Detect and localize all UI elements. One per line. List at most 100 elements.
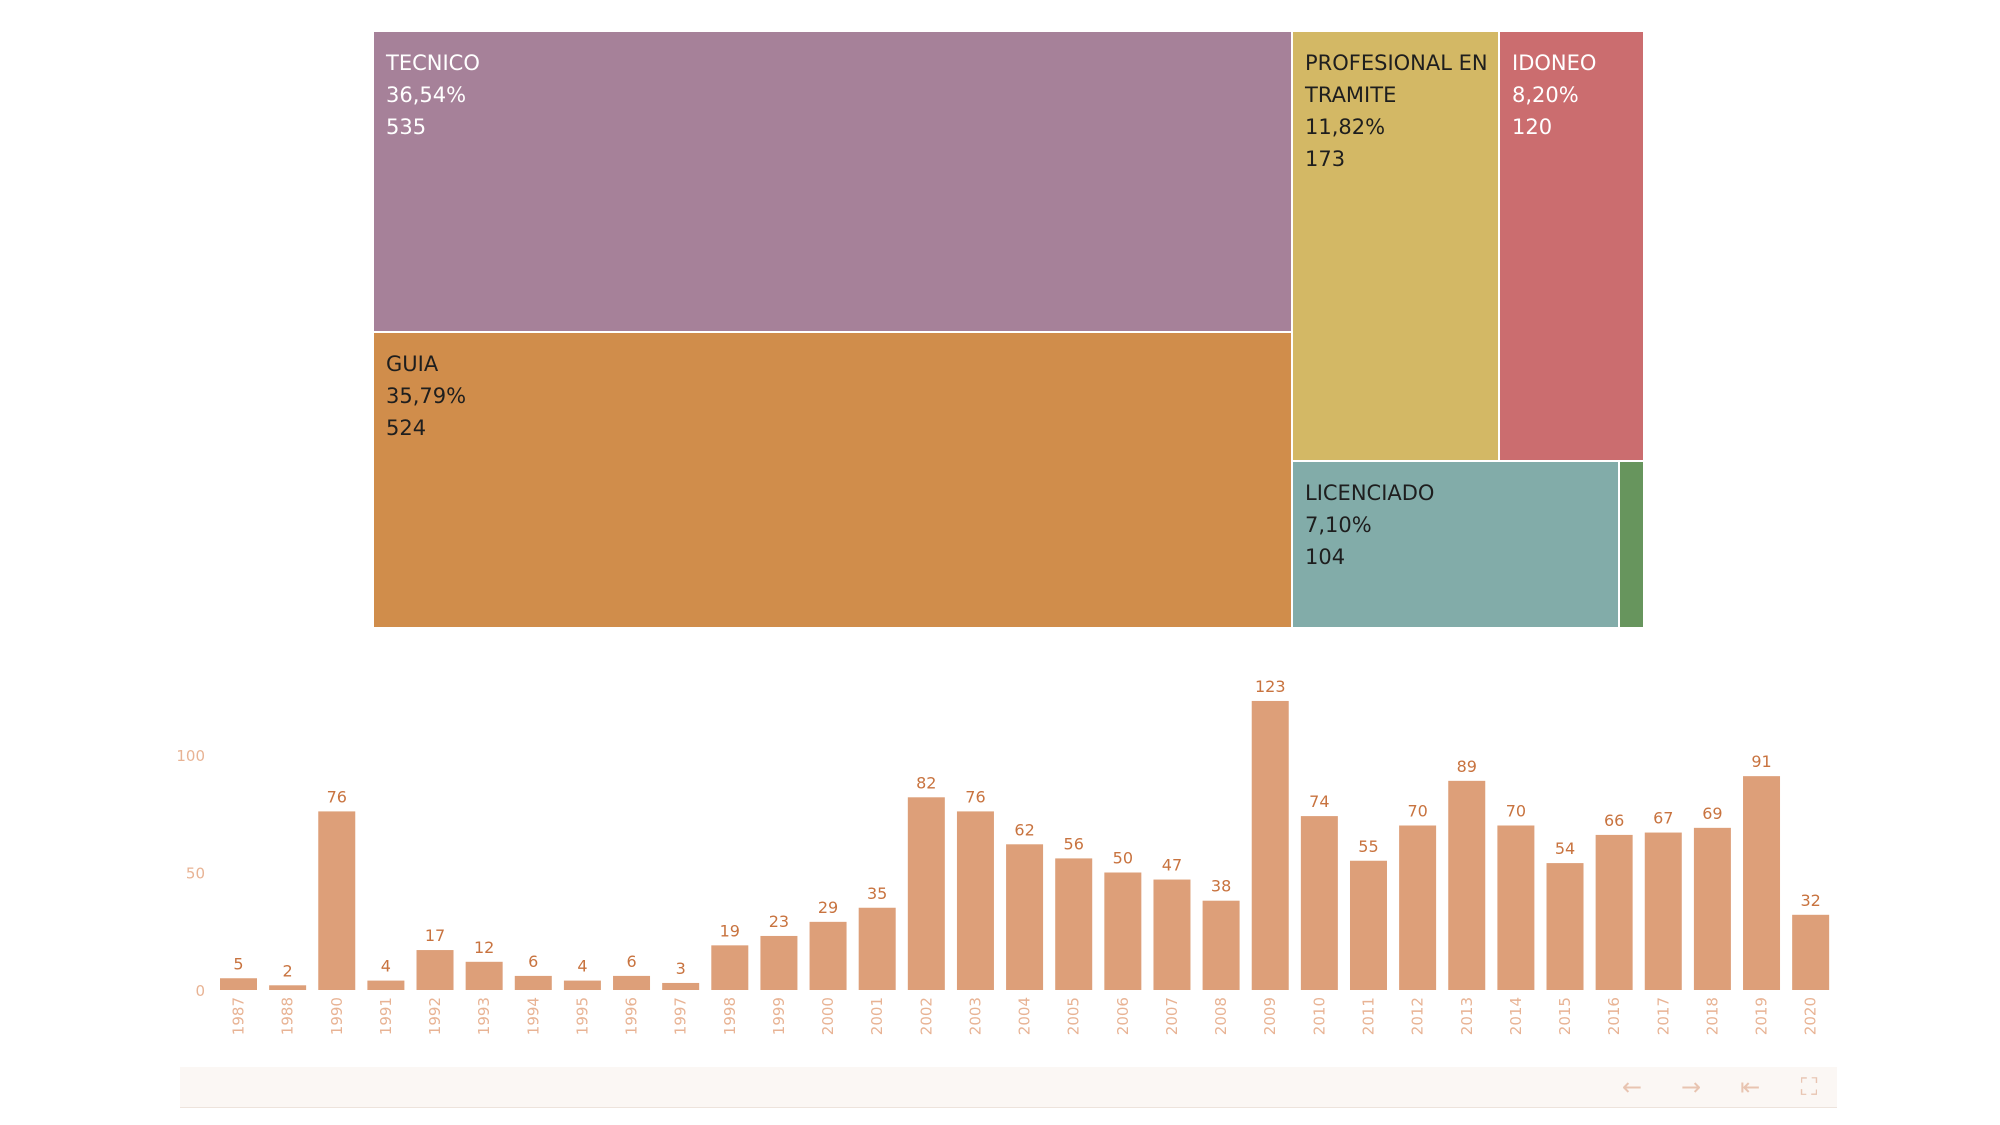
bar-value-label: 32 xyxy=(1800,891,1820,910)
bar[interactable] xyxy=(318,811,356,990)
x-axis-tick-label: 2018 xyxy=(1703,997,1721,1035)
bar-value-label: 69 xyxy=(1702,804,1722,823)
bar-value-label: 3 xyxy=(676,959,686,978)
bar[interactable] xyxy=(1693,827,1731,990)
x-axis-tick-label: 1997 xyxy=(672,997,690,1035)
x-axis-tick-label: 1988 xyxy=(279,997,297,1035)
x-axis-tick-label: 1987 xyxy=(230,997,248,1035)
treemap-tile-idoneo[interactable]: IDONEO 8,20% 120 xyxy=(1499,31,1644,461)
bar-value-label: 70 xyxy=(1407,802,1427,821)
bar-value-label: 74 xyxy=(1309,792,1329,811)
bar[interactable] xyxy=(613,975,651,990)
x-axis-tick-label: 1994 xyxy=(524,997,542,1035)
treemap-tile-other[interactable] xyxy=(1619,461,1644,628)
bar-value-label: 4 xyxy=(577,957,587,976)
tile-count: 524 xyxy=(386,416,427,440)
bar[interactable] xyxy=(1300,816,1338,990)
redo-arrow-icon[interactable]: → xyxy=(1680,1073,1702,1101)
bar[interactable] xyxy=(1251,700,1289,990)
bar[interactable] xyxy=(563,980,601,990)
bar-value-label: 66 xyxy=(1604,811,1624,830)
x-axis-tick-label: 2002 xyxy=(917,997,935,1035)
bar[interactable] xyxy=(269,985,307,990)
tile-name: TECNICO xyxy=(386,51,480,75)
bar[interactable] xyxy=(220,978,257,990)
treemap-tile-profesional-en-tramite[interactable]: PROFESIONAL EN TRAMITE 11,82% 173 xyxy=(1292,31,1499,461)
treemap-tile-licenciado[interactable]: LICENCIADO 7,10% 104 xyxy=(1292,461,1619,628)
tile-percent: 8,20% xyxy=(1512,83,1579,107)
tile-percent: 35,79% xyxy=(386,384,467,408)
x-axis-tick-label: 2019 xyxy=(1753,997,1771,1035)
bar-chart: 1005005198721988761990419911719921219936… xyxy=(176,677,1830,1035)
x-axis-tick-label: 2012 xyxy=(1409,997,1427,1035)
treemap-tile-guia[interactable]: GUIA 35,79% 524 xyxy=(373,332,1292,628)
bar[interactable] xyxy=(1202,900,1240,990)
bar[interactable] xyxy=(956,811,994,990)
x-axis-tick-label: 2008 xyxy=(1212,997,1230,1035)
tile-name: LICENCIADO xyxy=(1305,481,1435,505)
bar[interactable] xyxy=(907,797,945,990)
bar-value-label: 76 xyxy=(965,787,985,806)
bar-value-label: 4 xyxy=(381,957,391,976)
bar-value-label: 17 xyxy=(425,926,445,945)
x-axis-tick-label: 2011 xyxy=(1359,997,1377,1035)
bar-value-label: 19 xyxy=(720,921,740,940)
tile-count: 535 xyxy=(386,115,427,139)
bar[interactable] xyxy=(1153,879,1191,990)
tile-name-line2: TRAMITE xyxy=(1305,83,1397,107)
undo-arrow-icon[interactable]: ← xyxy=(1621,1073,1643,1101)
x-axis-tick-label: 2015 xyxy=(1556,997,1574,1035)
y-axis-tick-label: 50 xyxy=(186,865,205,883)
bar[interactable] xyxy=(662,982,700,990)
bar[interactable] xyxy=(809,921,847,990)
bar[interactable] xyxy=(1006,844,1044,990)
bar[interactable] xyxy=(1595,834,1633,990)
x-axis-tick-label: 2020 xyxy=(1802,997,1820,1035)
bar[interactable] xyxy=(711,945,749,990)
bar[interactable] xyxy=(514,975,552,990)
x-axis-tick-label: 1993 xyxy=(475,997,493,1035)
bar[interactable] xyxy=(1448,780,1486,990)
bar[interactable] xyxy=(465,961,503,990)
bar-value-label: 76 xyxy=(327,787,347,806)
tile-count: 104 xyxy=(1305,545,1346,569)
bar[interactable] xyxy=(858,907,896,990)
reset-icon[interactable]: ⇤ xyxy=(1739,1073,1761,1101)
bar[interactable] xyxy=(1792,914,1830,990)
bar-value-label: 89 xyxy=(1457,757,1477,776)
bar[interactable] xyxy=(1399,825,1437,991)
bar-value-label: 50 xyxy=(1113,849,1133,868)
tile-name: IDONEO xyxy=(1512,51,1597,75)
tile-label-profesional: PROFESIONAL EN TRAMITE 11,82% 173 xyxy=(1305,47,1488,175)
bar-value-label: 123 xyxy=(1255,677,1286,696)
bar-value-label: 70 xyxy=(1506,802,1526,821)
bar[interactable] xyxy=(1546,863,1584,990)
fullscreen-icon[interactable]: ⛶ xyxy=(1800,1073,1818,1101)
bar-value-label: 35 xyxy=(867,884,887,903)
y-axis-tick-label: 0 xyxy=(195,982,205,1000)
x-axis-tick-label: 2016 xyxy=(1605,997,1623,1035)
bar[interactable] xyxy=(760,935,798,990)
x-axis-tick-label: 2010 xyxy=(1310,997,1328,1035)
x-axis-tick-label: 1996 xyxy=(623,997,641,1035)
bar[interactable] xyxy=(1055,858,1093,990)
treemap-tile-tecnico[interactable]: TECNICO 36,54% 535 xyxy=(373,31,1292,332)
bar[interactable] xyxy=(416,950,454,990)
x-axis-tick-label: 2000 xyxy=(819,997,837,1035)
bar[interactable] xyxy=(1497,825,1535,991)
tile-label-tecnico: TECNICO 36,54% 535 xyxy=(386,47,480,143)
tile-label-guia: GUIA 35,79% 524 xyxy=(386,348,466,444)
x-axis-tick-label: 2006 xyxy=(1114,997,1132,1035)
bar[interactable] xyxy=(1743,776,1781,990)
bar-value-label: 38 xyxy=(1211,877,1231,896)
bar[interactable] xyxy=(1349,860,1387,990)
bar[interactable] xyxy=(1644,832,1682,990)
bar-value-label: 82 xyxy=(916,773,936,792)
treemap-chart: TECNICO 36,54% 535 GUIA 35,79% 524 PROFE… xyxy=(373,31,1644,628)
x-axis-tick-label: 1998 xyxy=(721,997,739,1035)
tile-percent: 11,82% xyxy=(1305,115,1386,139)
bar-value-label: 47 xyxy=(1162,856,1182,875)
bar[interactable] xyxy=(1104,872,1142,991)
bar[interactable] xyxy=(367,980,405,990)
tile-name: GUIA xyxy=(386,352,439,376)
